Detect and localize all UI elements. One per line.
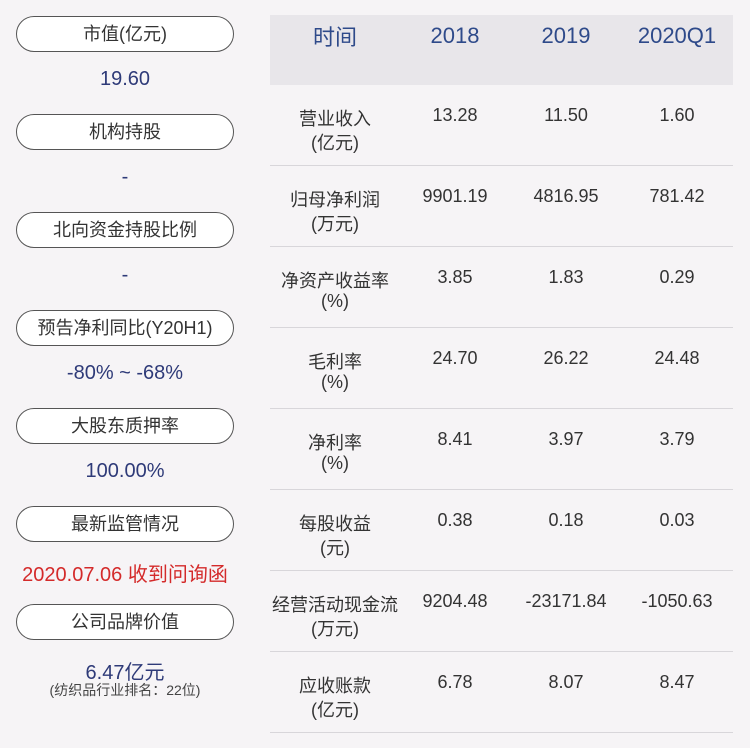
row-label: (%)	[321, 372, 349, 392]
row-value: 24.48	[654, 348, 700, 368]
row-label: 应收账款	[299, 676, 371, 696]
summary-value: -	[121, 166, 129, 188]
summary-label: 市值(亿元)	[16, 16, 234, 52]
row-divider	[270, 327, 733, 328]
summary-value: 19.60	[99, 68, 151, 90]
row-label: 净利率	[308, 433, 362, 453]
row-value: -1050.63	[641, 591, 713, 611]
row-value: 4816.95	[533, 186, 599, 206]
row-value: 1.83	[548, 267, 584, 287]
row-value: 0.29	[659, 267, 695, 287]
row-label: (%)	[321, 291, 349, 311]
summary-value: 100.00%	[85, 460, 165, 482]
summary-label: 机构持股	[16, 114, 234, 150]
row-label: 经营活动现金流	[272, 595, 398, 615]
summary-label: 公司品牌价值	[16, 604, 234, 640]
row-value: 0.38	[437, 510, 473, 530]
row-label: 营业收入	[299, 109, 371, 129]
row-value: 8.41	[437, 429, 473, 449]
row-label: (万元)	[311, 214, 359, 234]
header-cell: 时间	[312, 25, 358, 50]
row-value: 3.97	[548, 429, 584, 449]
row-label: 毛利率	[308, 352, 362, 372]
row-label: 净资产收益率	[281, 271, 389, 291]
summary-note: (纺织品行业排名：22位)	[49, 682, 201, 698]
row-divider	[270, 489, 733, 490]
summary-label: 最新监管情况	[16, 506, 234, 542]
summary-label: 北向资金持股比例	[16, 212, 234, 248]
row-value: 3.85	[437, 267, 473, 287]
summary-value: 6.47亿元	[85, 662, 165, 684]
header-cell: 2019	[541, 23, 591, 48]
row-value: 8.47	[659, 672, 695, 692]
row-value: -23171.84	[525, 591, 607, 611]
row-label: (元)	[320, 538, 350, 558]
row-value: 0.03	[659, 510, 695, 530]
header-cell: 2020Q1	[637, 23, 717, 48]
row-value: 24.70	[432, 348, 478, 368]
row-value: 13.28	[432, 105, 478, 125]
summary-value: -80% ~ -68%	[66, 362, 184, 384]
summary-value: 2020.07.06 收到问询函	[22, 564, 228, 586]
row-divider	[270, 408, 733, 409]
row-divider	[270, 732, 733, 733]
row-label: 每股收益	[299, 514, 371, 534]
row-value: 26.22	[543, 348, 589, 368]
row-value: 9204.48	[422, 591, 488, 611]
summary-label: 预告净利同比(Y20H1)	[16, 310, 234, 346]
row-value: 9901.19	[422, 186, 488, 206]
row-label: (%)	[321, 453, 349, 473]
row-divider	[270, 570, 733, 571]
row-divider	[270, 246, 733, 247]
summary-value: -	[121, 264, 129, 286]
row-value: 0.18	[548, 510, 584, 530]
row-label: 归母净利润	[290, 190, 380, 210]
row-label: (万元)	[311, 619, 359, 639]
row-value: 1.60	[659, 105, 695, 125]
row-divider	[270, 165, 733, 166]
row-value: 8.07	[548, 672, 584, 692]
row-value: 11.50	[544, 105, 588, 125]
row-value: 6.78	[437, 672, 473, 692]
row-label: (亿元)	[311, 133, 359, 153]
row-value: 3.79	[659, 429, 695, 449]
row-divider	[270, 651, 733, 652]
header-cell: 2018	[430, 23, 480, 48]
row-value: 781.42	[649, 186, 705, 206]
summary-label: 大股东质押率	[16, 408, 234, 444]
table-header	[270, 15, 733, 85]
row-label: (亿元)	[311, 700, 359, 720]
